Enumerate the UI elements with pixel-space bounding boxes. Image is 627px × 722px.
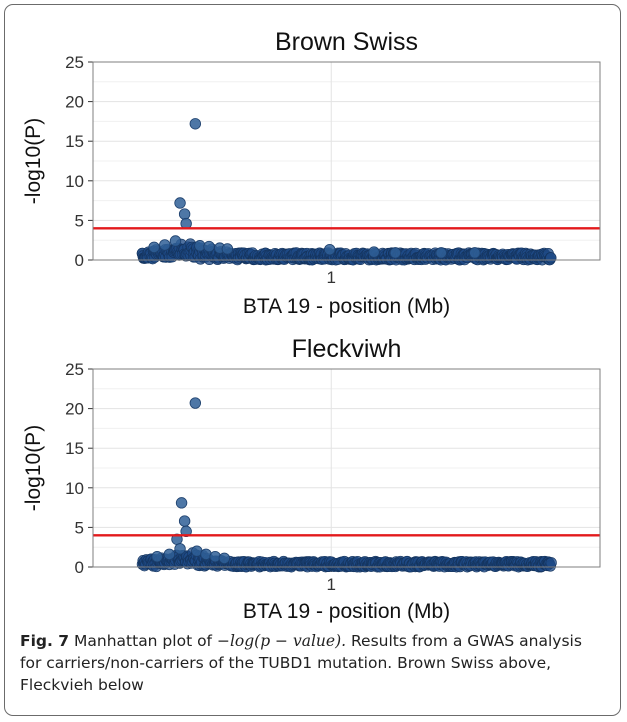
snp-point: [178, 515, 191, 527]
y-tick-label: 5: [75, 518, 84, 537]
caption-math: −log(p − value).: [216, 632, 347, 650]
snp-point: [368, 246, 380, 258]
snp-point: [203, 240, 215, 253]
y-axis-label: -log10(P): [22, 118, 45, 204]
chart-title: Brown Swiss: [275, 28, 418, 56]
snp-point: [159, 239, 171, 251]
y-axis-label: -log10(P): [22, 425, 45, 511]
x-tick-label: 1: [326, 268, 335, 287]
caption-text: Results from a GWAS analysis for carrier…: [20, 632, 582, 694]
snp-point: [389, 247, 402, 259]
y-tick-label: 20: [65, 400, 84, 419]
plot-border: [92, 61, 601, 261]
snp-point: [178, 208, 191, 220]
y-tick-label: 20: [65, 93, 84, 112]
snp-point: [545, 557, 557, 569]
snp-point: [189, 397, 202, 409]
snp-point: [218, 552, 231, 564]
snp-point: [174, 543, 186, 555]
snp-point: [221, 243, 234, 255]
y-tick-label: 15: [65, 132, 84, 151]
x-axis-label: BTA 19 - position (Mb): [243, 295, 450, 318]
snp-point: [163, 548, 176, 561]
y-tick-label: 25: [65, 53, 84, 72]
y-tick-label: 5: [75, 211, 84, 230]
snp-point: [148, 241, 160, 254]
caption-label: Fig. 7: [20, 632, 70, 650]
caption-lead: Manhattan plot of: [74, 632, 213, 650]
y-tick-label: 15: [65, 439, 84, 458]
figure-caption: Fig. 7 Manhattan plot of −log(p − value)…: [20, 630, 605, 696]
y-tick-label: 0: [75, 558, 84, 577]
snp-point: [469, 247, 481, 259]
y-tick-label: 10: [65, 479, 84, 498]
snp-point: [169, 235, 182, 247]
snp-point: [435, 247, 447, 259]
snp-point: [180, 525, 192, 538]
snp-point: [324, 244, 336, 256]
x-tick-label: 1: [326, 575, 335, 594]
chart-panel: 0 5 10 15 20 25 1 Brown Swiss BTA 19 - position …: [22, 28, 601, 318]
snp-point: [545, 252, 557, 264]
y-tick-label: 10: [65, 172, 84, 191]
x-axis-label: BTA 19 - position (Mb): [243, 600, 450, 623]
y-tick-label: 0: [75, 251, 84, 270]
plot-border: [92, 368, 601, 568]
snp-point: [175, 497, 188, 509]
y-tick-label: 25: [65, 360, 84, 379]
snp-point: [151, 551, 163, 563]
chart-panel: 0 5 10 15 20 25 1 Fleckviwh BTA 19 - position (M…: [22, 335, 601, 623]
snp-point: [174, 197, 186, 209]
snp-point: [189, 118, 202, 130]
chart-title: Fleckviwh: [292, 335, 402, 363]
